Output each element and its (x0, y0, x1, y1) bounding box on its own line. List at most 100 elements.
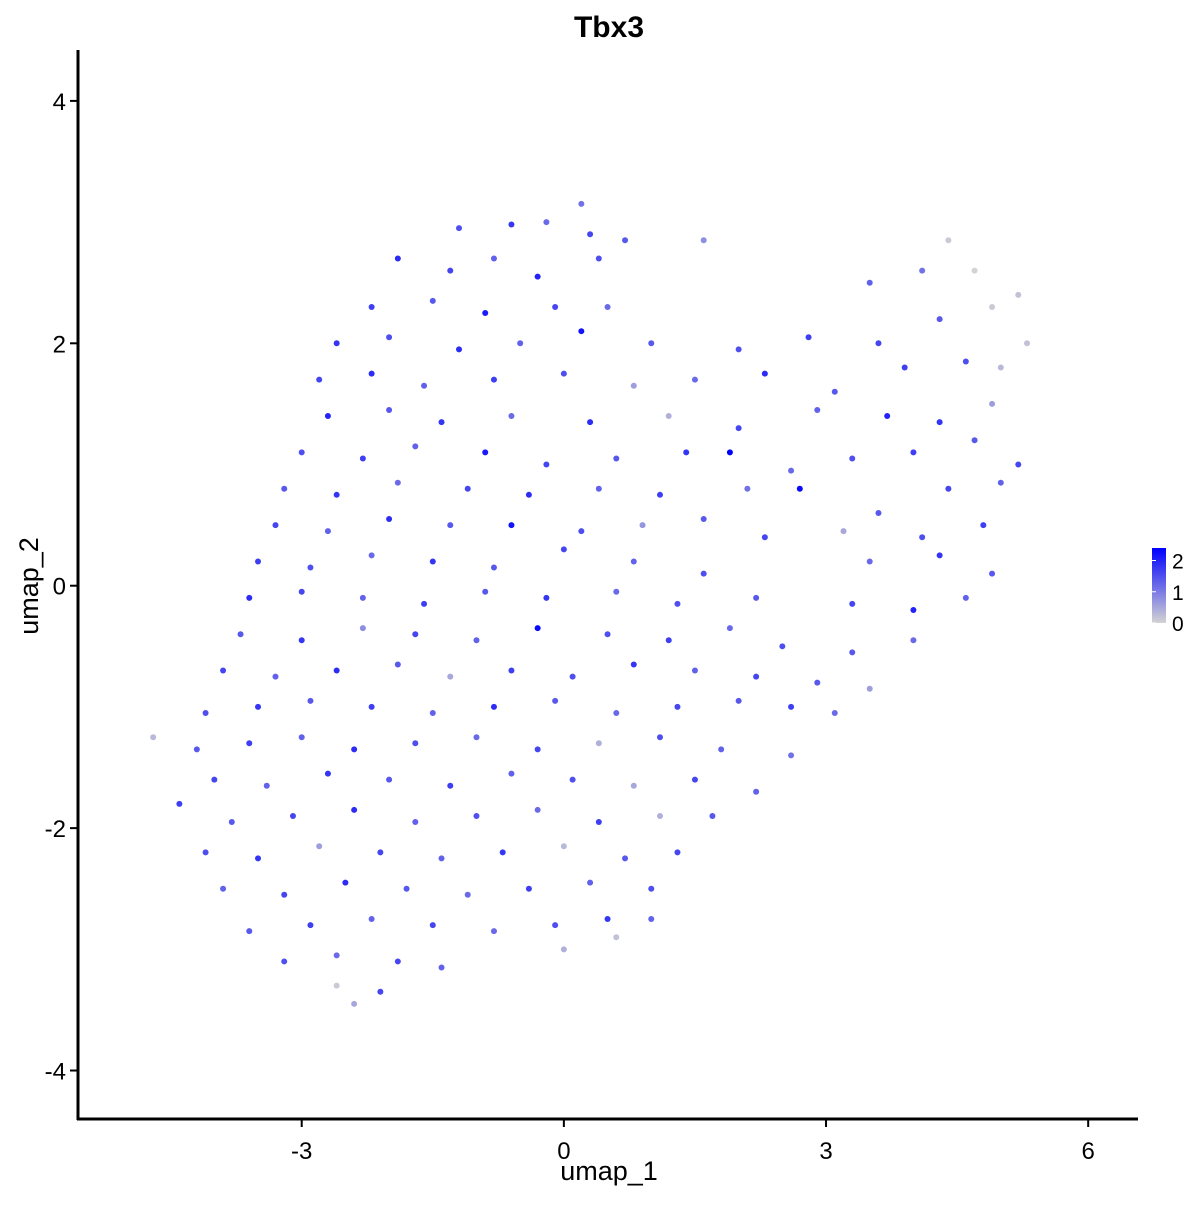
cell-point (438, 419, 445, 426)
cell-point (368, 303, 375, 310)
cell-point (281, 958, 288, 965)
cell-point (901, 364, 908, 371)
cell-point (945, 237, 952, 244)
cell-point (613, 455, 620, 462)
cell-point (525, 885, 532, 892)
cell-point (193, 746, 200, 753)
cell-point (438, 855, 445, 862)
cell-point (796, 485, 803, 492)
cell-point (700, 237, 707, 244)
cell-point (849, 600, 856, 607)
cell-point (788, 752, 795, 759)
y-tick-label: 0 (53, 574, 66, 601)
cell-point (351, 1000, 358, 1007)
cell-point (936, 552, 943, 559)
cell-point (298, 449, 305, 456)
cell-point (604, 631, 611, 638)
colorbar-tick-label: 2 (1172, 551, 1184, 574)
x-tick-label: -3 (291, 1138, 312, 1165)
cell-point (578, 328, 585, 335)
cell-point (429, 558, 436, 565)
cell-point (368, 552, 375, 559)
cell-point (473, 812, 480, 819)
cell-point (150, 734, 157, 741)
cell-point (831, 388, 838, 395)
cell-point (875, 340, 882, 347)
cell-point (534, 273, 541, 280)
cell-point (333, 982, 340, 989)
cell-point (421, 382, 428, 389)
cell-point (691, 776, 698, 783)
cell-point (333, 667, 340, 674)
cell-point (552, 303, 559, 310)
chart-title: Tbx3 (574, 11, 644, 44)
cell-point (508, 522, 515, 529)
cell-point (560, 843, 567, 850)
cell-point (368, 703, 375, 710)
cell-point (1015, 291, 1022, 298)
cell-point (595, 255, 602, 262)
cell-point (289, 812, 296, 819)
x-axis-title: umap_1 (560, 1156, 658, 1186)
cell-point (324, 770, 331, 777)
cell-point (490, 255, 497, 262)
cell-point (464, 891, 471, 898)
cell-point (814, 679, 821, 686)
cell-point (709, 812, 716, 819)
cell-point (831, 709, 838, 716)
cell-point (735, 697, 742, 704)
cell-point (429, 709, 436, 716)
cell-point (359, 625, 366, 632)
cell-point (412, 443, 419, 450)
cell-point (508, 413, 515, 420)
x-tick-label: 3 (819, 1138, 832, 1165)
cell-point (718, 746, 725, 753)
cell-point (578, 528, 585, 535)
cell-point (587, 879, 594, 886)
cell-point (919, 534, 926, 541)
colorbar-tick-label: 0 (1172, 613, 1184, 636)
cell-point (648, 340, 655, 347)
cell-point (630, 661, 637, 668)
cell-point (211, 776, 218, 783)
cell-point (665, 637, 672, 644)
cell-point (989, 400, 996, 407)
cell-point (246, 594, 253, 601)
cell-point (490, 928, 497, 935)
cell-point (630, 558, 637, 565)
cell-point (412, 819, 419, 826)
cell-point (936, 419, 943, 426)
cell-point (342, 879, 349, 886)
cell-point (307, 922, 314, 929)
cell-point (866, 279, 873, 286)
cell-point (560, 370, 567, 377)
cell-point (997, 479, 1004, 486)
cell-point (525, 491, 532, 498)
cell-point (674, 849, 681, 856)
cell-point (482, 588, 489, 595)
cell-point (255, 855, 262, 862)
cell-point (543, 461, 550, 468)
cell-point (1015, 461, 1022, 468)
cell-point (447, 782, 454, 789)
cell-point (875, 509, 882, 516)
cell-point (735, 346, 742, 353)
cell-point (552, 922, 559, 929)
cell-point (622, 855, 629, 862)
cell-point (298, 588, 305, 595)
cell-point (989, 570, 996, 577)
cell-point (613, 709, 620, 716)
cell-point (630, 782, 637, 789)
cell-point (534, 746, 541, 753)
cell-point (648, 916, 655, 923)
cell-point (726, 625, 733, 632)
cell-point (840, 528, 847, 535)
cell-point (255, 558, 262, 565)
cell-point (447, 673, 454, 680)
cell-point (648, 885, 655, 892)
cell-point (761, 534, 768, 541)
cell-point (665, 413, 672, 420)
cell-point (735, 425, 742, 432)
colorbar (1152, 548, 1166, 623)
